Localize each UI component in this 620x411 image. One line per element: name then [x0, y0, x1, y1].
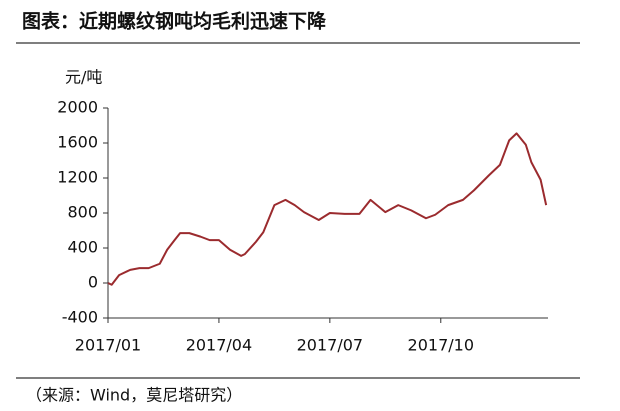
x-tick-label: 2017/10 — [408, 336, 474, 355]
x-tick-label: 2017/07 — [297, 336, 363, 355]
y-tick-label: 0 — [88, 273, 98, 292]
y-tick-label: 400 — [67, 238, 98, 257]
x-tick-label: 2017/01 — [75, 336, 141, 355]
y-tick-label: 1600 — [57, 133, 98, 152]
y-tick-label: 800 — [67, 203, 98, 222]
data-line — [107, 132, 548, 286]
source: （来源：Wind，莫尼塔研究） — [26, 386, 242, 405]
y-axis-label: 元/吨 — [65, 68, 102, 87]
chart-title: 图表：近期螺纹钢吨均毛利迅速下降 — [22, 10, 327, 33]
x-tick-label: 2017/04 — [186, 336, 252, 355]
y-tick-label: 2000 — [57, 98, 98, 117]
y-tick-label: 1200 — [57, 168, 98, 187]
y-tick-label: -400 — [62, 308, 98, 327]
